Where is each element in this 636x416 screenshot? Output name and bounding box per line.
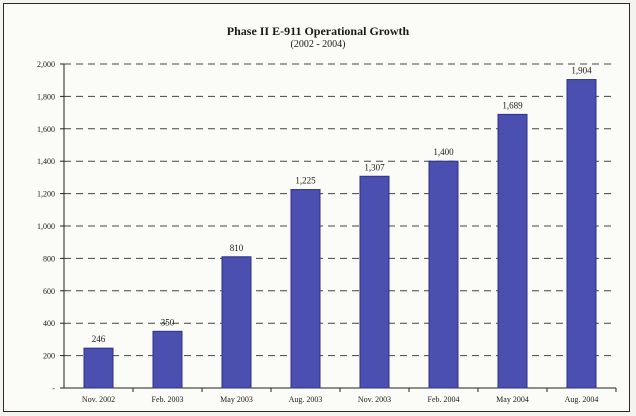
x-tick-label: Aug. 2004 [565,395,599,404]
bar [566,79,597,389]
y-tick-label: 600 [43,287,55,296]
data-label: 810 [230,243,244,253]
bar [359,175,390,389]
x-tick-label: Nov. 2002 [82,395,115,404]
y-tick-label: 1,200 [37,190,55,199]
data-label: 246 [92,334,106,344]
x-tick-label: Nov. 2003 [358,395,391,404]
chart-subtitle: (2002 - 2004) [290,39,346,50]
bar [221,256,252,389]
bar [428,160,459,389]
y-tick-label: 400 [43,319,55,328]
chart-title: Phase II E-911 Operational Growth [226,24,410,38]
bar [83,347,114,389]
data-label: 1,225 [295,176,316,186]
y-tick-label: 1,600 [37,125,55,134]
x-tick-label: May 2003 [220,395,253,404]
y-tick-label: 1,400 [37,157,55,166]
data-label: 1,689 [502,100,523,110]
x-tick-label: Feb. 2004 [428,395,460,404]
bar [290,189,321,389]
y-tick-label: - [52,384,55,393]
data-label: 1,904 [571,66,592,76]
data-label: 1,400 [433,147,454,157]
data-label: 1,307 [364,162,385,172]
y-tick-label: 2,000 [37,60,55,69]
bar [152,330,183,389]
y-tick-label: 200 [43,352,55,361]
bar [497,113,528,389]
data-label: 350 [161,317,175,327]
x-tick-label: Feb. 2003 [152,395,184,404]
y-tick-label: 800 [43,254,55,263]
y-tick-label: 1,000 [37,222,55,231]
y-tick-label: 1,800 [37,92,55,101]
x-tick-label: Aug. 2003 [289,395,323,404]
x-tick-label: May 2004 [496,395,529,404]
